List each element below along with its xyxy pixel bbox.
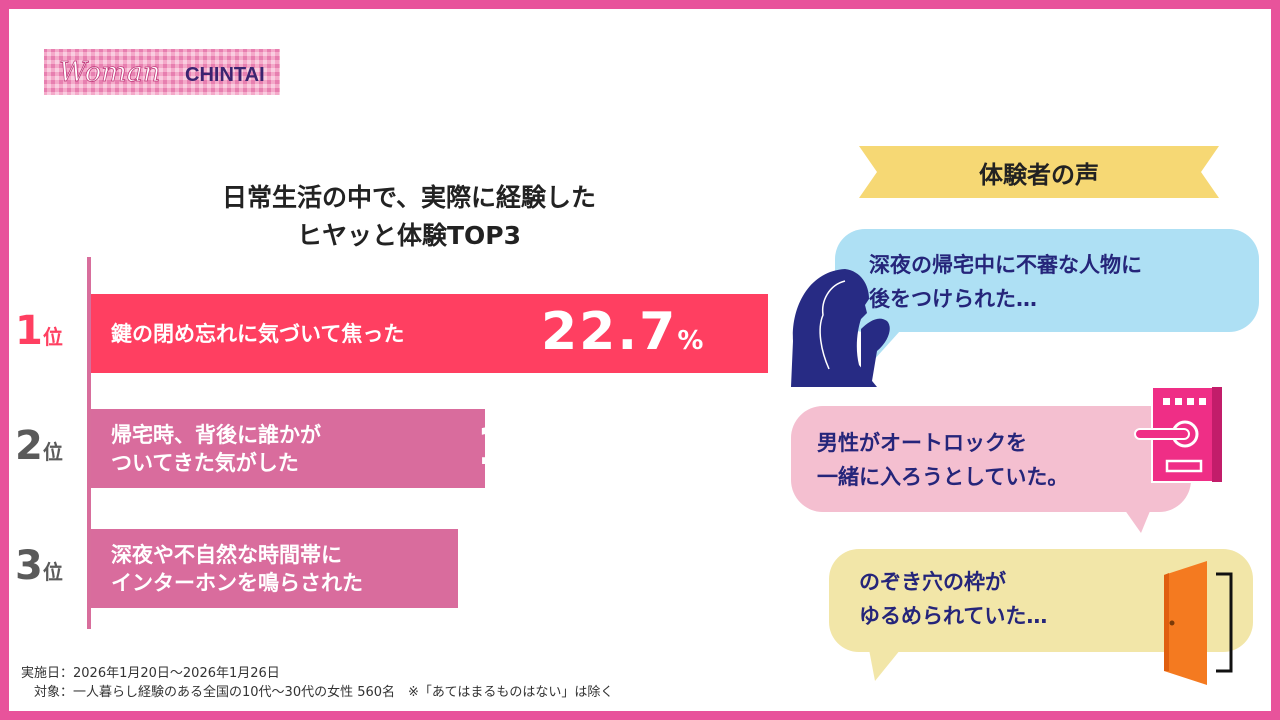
bar-value-1: 22.7% <box>541 302 703 362</box>
rank-number-1: 1 <box>15 308 43 354</box>
rank-label-1: 1位 <box>15 308 63 354</box>
rank-number-2: 2 <box>15 423 43 469</box>
survey-target-line: 対象：一人暮らし経験のある全国の10代〜30代の女性 560名 ※「あてはまるも… <box>21 685 614 700</box>
rank-unit-2: 位 <box>42 440 63 464</box>
bar-value-3: 12.3% <box>476 537 638 597</box>
bar-value-unit-1: % <box>677 326 704 356</box>
bar-3: 深夜や不自然な時間帯に インターホンを鳴らされた 12.3% <box>91 529 638 608</box>
voice-3-line1: のぞき穴の枠が <box>859 570 1006 594</box>
bar-value-unit-2: % <box>612 441 639 471</box>
bar-value-unit-3: % <box>612 561 639 591</box>
voice-1-line1: 深夜の帰宅中に不審な人物に <box>869 253 1142 277</box>
logo-brand-text: CHINTAI <box>185 64 265 86</box>
voice-bubble-3 <box>829 549 1253 681</box>
rank-unit-1: 位 <box>42 325 63 349</box>
voice-text-1: 深夜の帰宅中に不審な人物に 後をつけられた… <box>869 248 1142 316</box>
voices-title: 体験者の声 <box>979 161 1099 189</box>
bar-value-2: 13.2% <box>476 417 638 477</box>
bar-2: 帰宅時、背後に誰かが ついてきた気がした 13.2% <box>91 409 638 488</box>
rank-number-3: 3 <box>15 543 43 589</box>
bar-value-number-2: 13.2 <box>476 417 613 477</box>
woman-chintai-logo: Woman CHINTAI <box>44 49 280 95</box>
voice-bubble-2 <box>791 406 1191 533</box>
door-icon <box>1164 561 1233 685</box>
survey-date-line: 実施日：2026年1月20日〜2026年1月26日 <box>21 666 280 681</box>
voice-3-line2: ゆるめられていた… <box>859 604 1048 628</box>
bar-label-2-line2: ついてきた気がした <box>111 451 299 475</box>
bar-1: 鍵の閉め忘れに気づいて焦った 22.7% <box>91 294 768 373</box>
bar-label-1: 鍵の閉め忘れに気づいて焦った <box>111 320 404 348</box>
bar-label-3-line1: 深夜や不自然な時間帯に <box>111 543 342 567</box>
chart-title: 日常生活の中で、実際に経験した ヒヤッと体験TOP3 <box>129 179 689 255</box>
voice-2-line1: 男性がオートロックを <box>817 431 1027 455</box>
bar-label-3-line2: インターホンを鳴らされた <box>111 571 363 595</box>
voice-bubbles <box>791 229 1259 685</box>
auto-lock-panel-icon <box>1134 386 1223 483</box>
woman-silhouette-icon <box>791 269 890 387</box>
bar-value-number-1: 22.7 <box>541 302 678 362</box>
rank-label-2: 2位 <box>15 423 63 469</box>
logo-script-text: Woman <box>59 57 160 88</box>
chart-axis-line <box>87 257 91 629</box>
bar-value-number-3: 12.3 <box>476 537 613 597</box>
rank-unit-3: 位 <box>42 560 63 584</box>
survey-footnote: 実施日：2026年1月20日〜2026年1月26日 対象：一人暮らし経験のある全… <box>21 664 613 702</box>
chart-title-line1: 日常生活の中で、実際に経験した <box>221 183 596 212</box>
chart-title-line2: ヒヤッと体験TOP3 <box>296 221 522 250</box>
rank-label-3: 3位 <box>15 543 63 589</box>
bar-label-1-line1: 鍵の閉め忘れに気づいて焦った <box>111 322 405 346</box>
voice-text-2: 男性がオートロックを 一緒に入ろうとしていた。 <box>817 426 1068 494</box>
bar-label-2: 帰宅時、背後に誰かが ついてきた気がした <box>111 421 321 477</box>
voices-ribbon <box>859 146 1219 198</box>
voice-1-line2: 後をつけられた… <box>869 287 1037 311</box>
bar-label-2-line1: 帰宅時、背後に誰かが <box>111 423 321 447</box>
bar-label-3: 深夜や不自然な時間帯に インターホンを鳴らされた <box>111 541 363 597</box>
voice-text-3: のぞき穴の枠が ゆるめられていた… <box>859 565 1047 633</box>
voice-2-line2: 一緒に入ろうとしていた。 <box>817 465 1069 489</box>
